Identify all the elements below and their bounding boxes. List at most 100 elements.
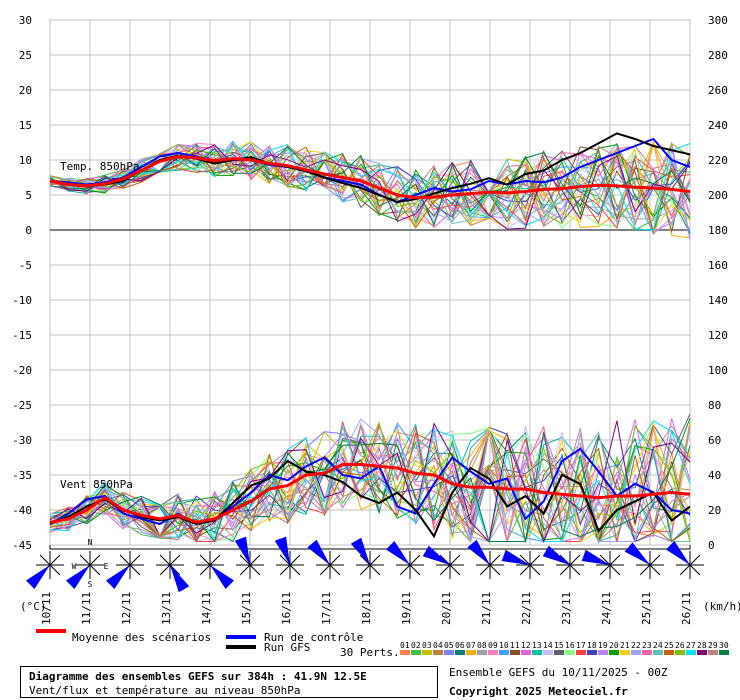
legend-gfs-label: Run GFS (264, 641, 310, 654)
right-tick-label: 260 (708, 84, 728, 97)
left-tick-label: 25 (19, 49, 32, 62)
perturbation-wind-line (49, 418, 691, 541)
right-tick-label: 140 (708, 294, 728, 307)
barb-arrow (234, 536, 250, 565)
left-tick-label: -10 (12, 294, 32, 307)
barb-arrow (210, 565, 235, 590)
legend-mean-label: Moyenne des scénarios (72, 631, 211, 644)
x-axis-labels: 10/11 11/11 12/11 13/11 14/11 15/11 16/11 17/11… (40, 592, 693, 625)
title-box: Diagramme des ensembles GEFS sur 384h : … (20, 666, 438, 698)
wind-mean-line (49, 463, 691, 524)
perturbation-swatch (609, 650, 619, 655)
perturbation-swatch (708, 650, 718, 655)
temp-mean-line (49, 154, 691, 200)
x-tick-label: 11/11 (80, 592, 93, 625)
wind-barb (422, 545, 464, 579)
left-tick-label: 15 (19, 119, 32, 132)
perturbation-number: 02 (411, 641, 421, 650)
barb-arrow (307, 539, 330, 565)
perturbation-number: 06 (455, 641, 465, 650)
wind-barb (467, 539, 504, 579)
ensemble-run-label: Ensemble GEFS du 10/11/2025 - 00Z (449, 666, 668, 679)
barb-arrow (467, 539, 490, 565)
perturbation-number: 11 (510, 641, 520, 650)
perturbations-label: 30 Perts. (340, 646, 400, 659)
legend-gfs-swatch (226, 645, 256, 649)
perturbation-number: 26 (675, 641, 685, 650)
perturbation-swatch (653, 650, 663, 655)
x-tick-label: 20/11 (440, 592, 453, 625)
perturbation-swatch (521, 650, 531, 655)
wind-barb (196, 551, 235, 590)
left-tick-label: -25 (12, 399, 32, 412)
perturbation-number: 14 (543, 641, 553, 650)
perturbation-number: 15 (554, 641, 564, 650)
wind-barb (350, 537, 384, 579)
perturbation-number: 03 (422, 641, 432, 650)
perturbation-temp-line (49, 144, 691, 241)
right-tick-label: 60 (708, 434, 721, 447)
perturbation-swatch (697, 650, 707, 655)
perturbation-number: 16 (565, 641, 575, 650)
perturbation-wind-line (49, 417, 691, 543)
right-tick-label: 240 (708, 119, 728, 132)
perturbation-number: 13 (532, 641, 542, 650)
wind-panel-label: Vent 850hPa (60, 478, 133, 491)
compass-label: N (88, 538, 93, 547)
left-tick-label: -35 (12, 469, 32, 482)
left-tick-label: 0 (25, 224, 32, 237)
legend-control-label: Run de contrôle (264, 631, 363, 644)
perturbation-number: 28 (697, 641, 707, 650)
right-tick-label: 100 (708, 364, 728, 377)
barb-arrow (665, 540, 690, 565)
left-axis-unit: (°C) (20, 600, 47, 613)
compass-label: S (88, 580, 93, 589)
perturbation-swatch (444, 650, 454, 655)
barb-arrow (350, 537, 370, 565)
perturbation-number: 30 (719, 641, 729, 650)
perturbation-swatch (477, 650, 487, 655)
perturbation-temp-line (49, 146, 691, 227)
barb-arrow (422, 545, 450, 565)
perturbation-wind-line (49, 421, 691, 543)
right-tick-label: 180 (708, 224, 728, 237)
wind-barb (25, 551, 64, 590)
compass-label: E (104, 562, 109, 571)
barb-arrow (624, 542, 650, 565)
perturbation-number: 19 (598, 641, 608, 650)
perturbation-number: 17 (576, 641, 586, 650)
x-tick-label: 23/11 (560, 592, 573, 625)
right-tick-label: 120 (708, 329, 728, 342)
x-tick-label: 15/11 (240, 592, 253, 625)
perturbation-number: 07 (466, 641, 476, 650)
x-tick-label: 26/11 (680, 592, 693, 625)
left-tick-label: 30 (19, 14, 32, 27)
right-tick-label: 220 (708, 154, 728, 167)
perturbation-swatch (576, 650, 586, 655)
barb-arrow (105, 565, 130, 590)
right-axis-unit: (km/h) (703, 600, 740, 613)
perturbation-number: 21 (620, 641, 630, 650)
perturbation-number: 12 (521, 641, 531, 650)
right-tick-label: 20 (708, 504, 721, 517)
wind-barb (274, 536, 304, 579)
x-tick-label: 25/11 (640, 592, 653, 625)
right-tick-label: 160 (708, 259, 728, 272)
main-series-lines (49, 132, 691, 539)
left-tick-label: -5 (19, 259, 32, 272)
perturbation-swatch (642, 650, 652, 655)
perturbation-wind-line (49, 425, 690, 543)
perturbation-swatch (565, 650, 575, 655)
left-tick-label: -15 (12, 329, 32, 342)
perturbation-swatch (675, 650, 685, 655)
wind-barb (581, 549, 624, 579)
compass-label: W (72, 562, 77, 571)
temp-panel-label: Temp. 850hPa (60, 160, 139, 173)
perturbation-swatch (433, 650, 443, 655)
perturbation-number: 18 (587, 641, 597, 650)
perturbation-wind-line (49, 420, 691, 543)
perturbation-swatch (422, 650, 432, 655)
barb-arrow (65, 565, 90, 590)
right-tick-label: 80 (708, 399, 721, 412)
